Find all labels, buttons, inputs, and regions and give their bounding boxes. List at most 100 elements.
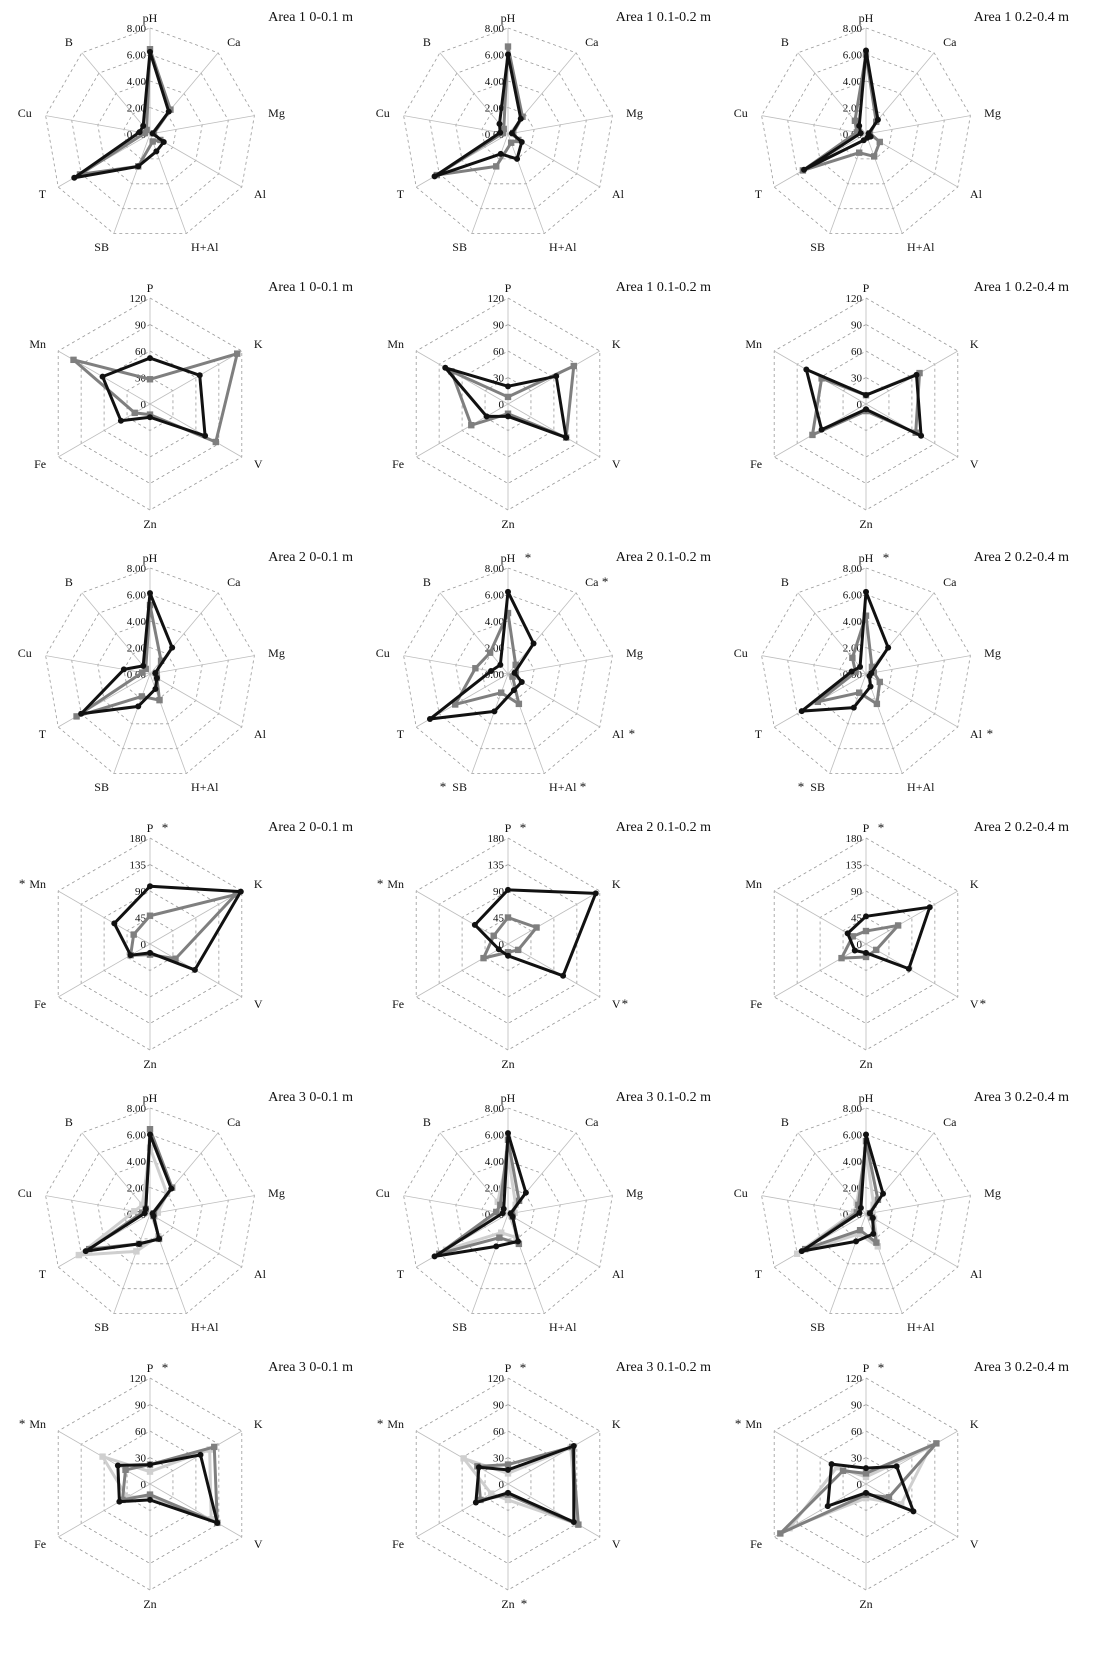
data-point: [592, 890, 599, 897]
tick-label: 120: [130, 293, 147, 305]
data-point: [515, 700, 523, 708]
data-point: [856, 1209, 863, 1216]
significance-star: *: [525, 550, 532, 565]
radar-chart: 0 30 60 90 120 P K V Zn Fe Mn Area 1 0.1-0.2 m: [363, 272, 723, 542]
axis-label: Fe: [750, 457, 762, 471]
data-point: [147, 355, 153, 362]
chart-title: Area 3 0.1-0.2 m: [615, 1360, 711, 1375]
data-point: [801, 166, 808, 173]
data-point: [856, 122, 863, 129]
data-point: [863, 949, 869, 956]
axis-label: Fe: [392, 997, 404, 1011]
significance-star: *: [798, 779, 805, 794]
axis-label: Al: [612, 187, 625, 201]
data-point: [926, 904, 933, 911]
axis-label: Mg: [984, 106, 1001, 120]
tick-label: 4.00: [843, 616, 863, 628]
data-point: [147, 590, 153, 597]
tick-label: 45: [851, 913, 863, 925]
data-point: [894, 922, 902, 929]
radar-chart: 0 45 90 135 180 P * K V * Zn Fe Mn * Area 2 0.1-0.2 m: [363, 812, 723, 1082]
axis-spoke: [113, 133, 151, 234]
axis-label: K: [970, 337, 979, 351]
axis-label: H+Al: [191, 1320, 219, 1334]
grid-ring: [455, 1160, 561, 1265]
significance-star: *: [883, 550, 890, 565]
chart-title: Area 2 0.2-0.4 m: [973, 820, 1069, 835]
axis-spoke: [439, 52, 509, 135]
axis-spoke: [761, 115, 867, 135]
axis-label: T: [39, 1267, 47, 1281]
data-point: [146, 1126, 154, 1133]
series-line: [433, 53, 524, 178]
axis-label: Zn: [143, 1057, 156, 1071]
tick-label: 30: [493, 373, 505, 385]
data-point: [154, 1209, 162, 1216]
axis-label: Mn: [387, 877, 404, 891]
axis-spoke: [507, 1213, 600, 1268]
data-point: [135, 163, 142, 170]
data-point: [507, 139, 515, 146]
data-point: [493, 1208, 500, 1216]
data-point: [855, 1201, 862, 1209]
chart-title: Area 3 0.2-0.4 m: [973, 1090, 1069, 1105]
series-line: [78, 47, 172, 176]
tick-label: 4.00: [843, 1156, 863, 1168]
axis-spoke: [149, 1430, 242, 1485]
data-point: [497, 150, 504, 157]
axis-label: T: [39, 727, 47, 741]
tick-label: 60: [135, 1426, 147, 1438]
axis-spoke: [81, 592, 151, 675]
radar-chart: 0 45 90 135 180 P * K V * Zn Fe Mn Area 2 0.2-0.4 m: [721, 812, 1081, 1082]
data-point: [777, 1530, 784, 1537]
axis-label: Mg: [626, 1186, 643, 1200]
data-point: [147, 414, 153, 421]
tick-label: 120: [130, 1373, 147, 1385]
data-point: [493, 1243, 500, 1250]
significance-star: *: [878, 820, 885, 835]
data-point: [99, 1453, 106, 1460]
data-point: [487, 1490, 495, 1497]
data-point: [472, 665, 479, 672]
axis-spoke: [149, 1483, 242, 1538]
axis-label: Ca: [227, 575, 241, 589]
axis-label: Mg: [268, 1186, 285, 1200]
axis-label: SB: [94, 240, 109, 254]
axis-label: K: [612, 877, 621, 891]
data-point: [135, 703, 142, 710]
radar-chart: 0 30 60 90 120 P * K V Zn * Fe Mn * Area 3 0.1-0.2 m: [363, 1352, 723, 1622]
data-point: [70, 356, 77, 364]
series-line: [79, 591, 174, 716]
data-point: [852, 668, 859, 676]
axis-label: pH: [859, 551, 874, 565]
data-point: [156, 696, 163, 704]
axis-label: pH: [501, 11, 516, 25]
axis-label: K: [970, 1417, 979, 1431]
axis-label: Cu: [376, 1186, 390, 1200]
data-point: [518, 138, 525, 145]
axis-label: Ca: [585, 575, 599, 589]
significance-star: *: [980, 996, 987, 1011]
data-point: [504, 949, 512, 956]
data-point: [142, 665, 149, 673]
data-point: [560, 972, 567, 979]
data-point: [563, 434, 570, 441]
axis-label: T: [39, 187, 47, 201]
axis-spoke: [45, 655, 151, 675]
axis-spoke: [113, 1213, 151, 1314]
data-point: [504, 1470, 512, 1477]
tick-label: 0: [857, 939, 863, 951]
data-point: [863, 392, 869, 399]
axis-label: B: [65, 575, 73, 589]
tick-label: 60: [851, 1426, 863, 1438]
data-point: [508, 130, 515, 137]
tick-label: 90: [851, 320, 863, 332]
tick-label: 30: [851, 373, 863, 385]
data-point: [897, 1501, 905, 1508]
data-point: [905, 965, 912, 972]
tick-label: 135: [846, 860, 863, 872]
